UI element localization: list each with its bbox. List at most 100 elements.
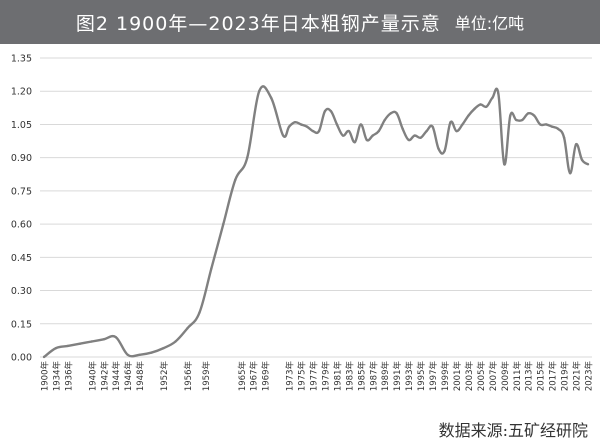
x-tick-label: 2003年 — [464, 361, 475, 392]
data-point — [568, 171, 572, 175]
data-point — [234, 178, 237, 182]
data-point — [114, 335, 117, 339]
data-point — [281, 134, 285, 137]
x-tick-label: 2001年 — [452, 361, 463, 392]
x-tick-label: 2019年 — [560, 361, 571, 392]
data-point — [353, 140, 357, 144]
data-point — [138, 353, 141, 356]
y-tick-label: 0.60 — [11, 220, 32, 231]
data-point — [287, 125, 291, 128]
y-tick-label: 0.75 — [11, 186, 32, 197]
x-tick-label: 1944年 — [111, 361, 122, 392]
data-point — [246, 156, 249, 159]
grid-layer — [40, 57, 592, 358]
data-point — [395, 112, 398, 115]
data-point — [66, 344, 70, 348]
x-tick-label: 2023年 — [584, 361, 595, 392]
data-point — [305, 125, 309, 128]
data-point — [299, 123, 303, 126]
data-point — [198, 311, 201, 314]
x-tick-label: 2009年 — [500, 361, 511, 392]
x-tick-label: 1983年 — [344, 361, 355, 392]
data-point — [503, 163, 506, 166]
data-points — [42, 90, 590, 359]
x-tick-label: 2021年 — [572, 361, 583, 392]
x-tick-label: 1975年 — [297, 361, 308, 392]
x-tick-label: 1900年 — [40, 361, 51, 392]
x-tick-label: 1999年 — [440, 361, 451, 392]
data-point — [401, 127, 404, 131]
x-tick-label: 2005年 — [476, 361, 487, 392]
data-point — [538, 123, 542, 126]
data-point — [449, 121, 452, 124]
data-point — [365, 138, 369, 142]
data-point — [562, 136, 566, 139]
x-tick-label: 1965年 — [237, 361, 248, 392]
x-tick-label: 1936年 — [63, 361, 74, 392]
x-tick-label: 1995年 — [416, 361, 427, 392]
x-tick-label: 1946年 — [123, 361, 134, 392]
chart-title-bar: 图2 1900年—2023年日本粗钢产量示意 单位:亿吨 — [0, 0, 600, 44]
data-point — [186, 327, 189, 330]
source-note: 数据来源:五矿经研院 — [438, 421, 588, 440]
x-tick-label: 1977年 — [309, 361, 320, 392]
data-point — [461, 123, 464, 126]
x-tick-label: 2007年 — [488, 361, 499, 392]
data-point — [521, 118, 524, 122]
x-tick-label: 1969年 — [261, 361, 272, 392]
data-point — [222, 222, 225, 226]
data-point — [556, 127, 560, 131]
x-tick-label: 1985年 — [356, 361, 367, 392]
data-point — [479, 103, 482, 106]
y-tick-label: 1.05 — [11, 120, 32, 131]
y-tick-label: 0.45 — [11, 253, 32, 264]
data-point — [485, 105, 488, 108]
x-tick-label: 1991年 — [392, 361, 403, 392]
data-point — [437, 147, 440, 151]
data-point — [532, 114, 536, 117]
data-point — [544, 123, 548, 126]
x-tick-label: 2017年 — [548, 361, 559, 392]
data-point — [425, 129, 428, 133]
x-tick-label: 1973年 — [285, 361, 296, 392]
x-tick-label: 2013年 — [524, 361, 535, 392]
x-axis-ticks: 1900年 1934年 1936年 1940年 1942年 1944年 1946年 1948年… — [40, 361, 595, 392]
data-point — [473, 107, 476, 111]
data-point — [359, 123, 363, 126]
data-point — [293, 121, 297, 124]
x-tick-label: 1987年 — [368, 361, 379, 392]
data-point — [580, 158, 584, 162]
data-point — [42, 355, 46, 359]
y-tick-label: 1.35 — [11, 54, 32, 65]
data-point — [269, 96, 273, 100]
data-point — [527, 112, 530, 115]
y-tick-label: 0.15 — [11, 319, 32, 330]
x-tick-label: 2011年 — [512, 361, 523, 392]
x-tick-label: 1942年 — [99, 361, 110, 392]
data-point — [574, 143, 578, 146]
data-point — [317, 129, 321, 133]
data-point — [78, 342, 82, 345]
x-tick-label: 1967年 — [249, 361, 260, 392]
x-tick-label: 1989年 — [380, 361, 391, 392]
x-tick-label: 1948年 — [135, 361, 146, 392]
x-tick-label: 1993年 — [404, 361, 415, 392]
data-point — [371, 134, 374, 137]
data-point — [210, 267, 213, 270]
y-tick-label: 0.00 — [11, 353, 32, 364]
data-point — [377, 129, 380, 133]
data-point — [347, 129, 351, 133]
y-tick-label: 0.90 — [11, 153, 32, 164]
data-point — [311, 129, 315, 133]
data-point — [586, 163, 590, 166]
x-tick-label: 1952年 — [159, 361, 170, 392]
data-point — [515, 118, 518, 122]
data-point — [90, 340, 94, 343]
data-point — [335, 123, 339, 126]
x-tick-label: 1940年 — [87, 361, 98, 392]
data-point — [550, 125, 554, 128]
data-point — [150, 351, 153, 354]
data-point — [54, 346, 58, 350]
data-point — [419, 136, 422, 139]
data-point — [509, 114, 512, 117]
